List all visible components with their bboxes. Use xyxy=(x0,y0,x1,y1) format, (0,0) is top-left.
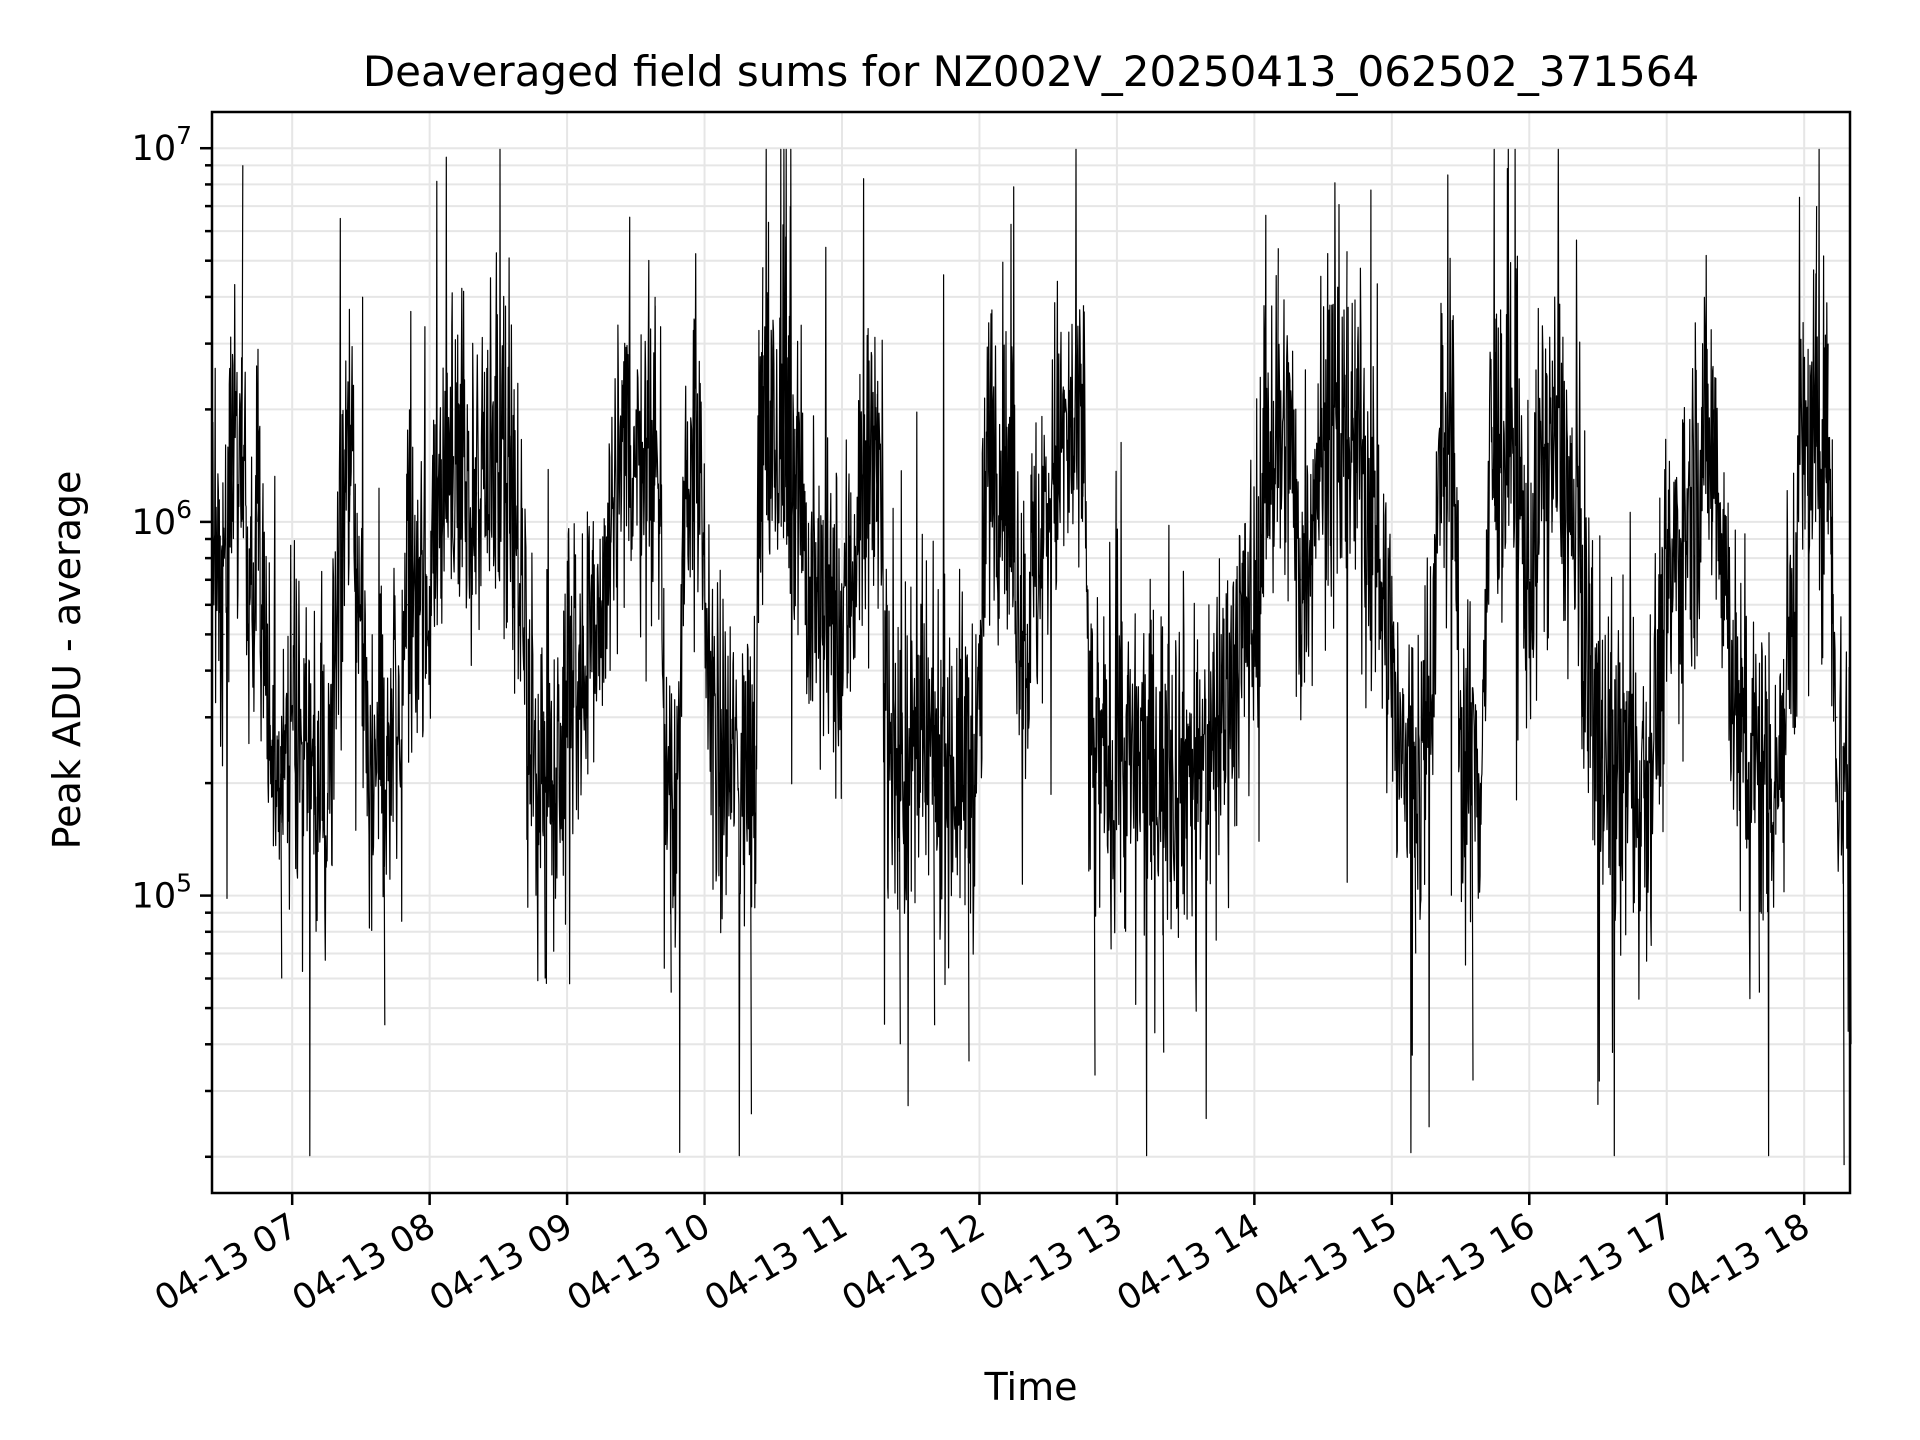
y-axis-label: Peak ADU - average xyxy=(45,471,89,850)
y-tick-exponent: 6 xyxy=(176,495,192,524)
x-tick-label: 04-13 18 xyxy=(1660,1206,1816,1319)
y-tick-base: 10 xyxy=(132,129,177,169)
series-line xyxy=(211,148,1852,1166)
x-axis-label: Time xyxy=(984,1365,1078,1409)
x-tick-label: 04-13 15 xyxy=(1248,1206,1404,1319)
x-tick-label: 04-13 12 xyxy=(836,1206,992,1319)
x-tick-label: 04-13 07 xyxy=(148,1206,304,1319)
x-tick-label: 04-13 17 xyxy=(1523,1206,1679,1319)
y-tick-label: 106 xyxy=(132,495,192,543)
y-tick-label: 105 xyxy=(132,869,192,917)
x-tick-label: 04-13 10 xyxy=(561,1206,717,1319)
chart-title: Deaveraged field sums for NZ002V_2025041… xyxy=(363,47,1699,96)
y-tick-base: 10 xyxy=(132,877,177,917)
x-tick-label: 04-13 14 xyxy=(1111,1206,1267,1319)
x-tick-label: 04-13 16 xyxy=(1385,1206,1541,1319)
y-tick-exponent: 7 xyxy=(176,121,192,150)
x-tick-label: 04-13 09 xyxy=(423,1206,579,1319)
x-tick-label: 04-13 08 xyxy=(286,1206,442,1319)
y-tick-base: 10 xyxy=(132,503,177,543)
y-tick-label: 107 xyxy=(132,121,192,169)
x-tick-label: 04-13 13 xyxy=(973,1206,1129,1319)
y-tick-exponent: 5 xyxy=(176,869,192,898)
x-tick-label: 04-13 11 xyxy=(698,1206,854,1319)
plot-frame xyxy=(210,110,1852,1195)
